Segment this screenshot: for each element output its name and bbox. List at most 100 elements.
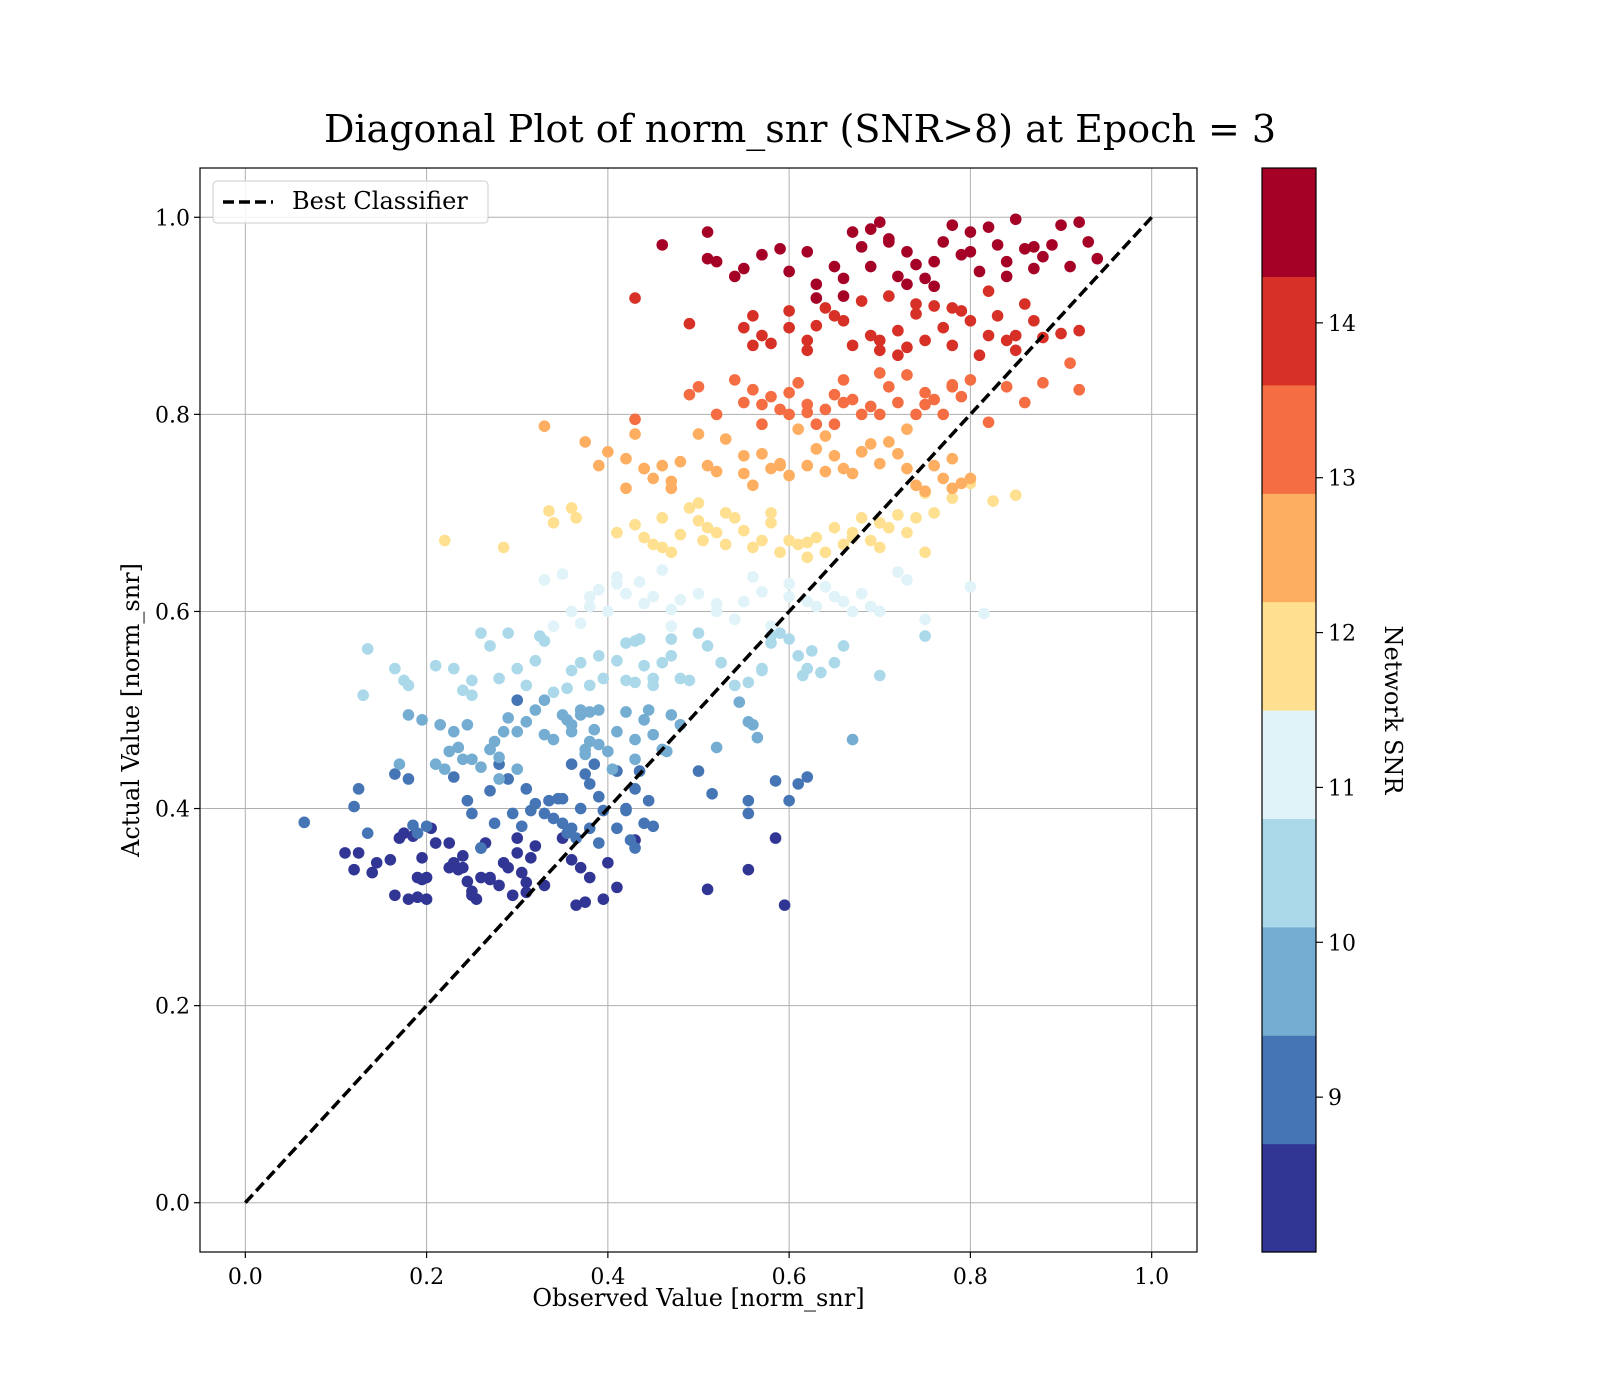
colorbar-band (1262, 168, 1316, 277)
colorbar-band (1262, 818, 1316, 928)
data-point (638, 462, 650, 475)
data-point (593, 704, 605, 716)
data-point (742, 863, 755, 876)
data-point (484, 743, 496, 756)
y-tick-label: 0.4 (155, 798, 190, 823)
data-point (357, 689, 369, 702)
data-point (402, 773, 415, 785)
data-point (937, 236, 950, 248)
colorbar-tick-label: 12 (1328, 622, 1356, 647)
data-point (398, 827, 410, 839)
data-point (928, 393, 940, 406)
data-point (488, 817, 501, 830)
data-point (620, 637, 632, 649)
data-point (964, 226, 977, 238)
data-point (574, 802, 587, 815)
data-point (1000, 255, 1013, 268)
data-point (642, 794, 655, 807)
data-point (656, 512, 669, 524)
data-point (597, 893, 610, 906)
data-point (674, 672, 687, 685)
plot-frame (199, 167, 1198, 1253)
y-tick-label: 0.8 (155, 403, 190, 428)
data-point (883, 436, 895, 448)
data-point (1018, 298, 1031, 310)
data-point (1009, 344, 1022, 357)
x-tick-label: 0.8 (953, 1265, 988, 1290)
data-point (692, 765, 705, 777)
data-point (538, 420, 551, 432)
data-point (389, 662, 401, 675)
data-point (556, 817, 569, 830)
data-point (783, 794, 795, 807)
data-point (864, 438, 877, 450)
data-point (1028, 262, 1040, 275)
data-point (828, 260, 841, 273)
data-point (987, 495, 999, 507)
data-point (593, 738, 605, 751)
data-point (502, 773, 514, 785)
data-point (837, 272, 850, 285)
data-point (1037, 377, 1049, 389)
data-point (538, 694, 551, 706)
data-point (629, 635, 641, 647)
data-point (774, 243, 786, 255)
data-point (620, 452, 632, 465)
data-point (1073, 216, 1085, 228)
data-point (593, 459, 605, 472)
data-point (656, 541, 669, 554)
data-point (298, 816, 311, 829)
data-point (692, 380, 705, 393)
data-point (747, 339, 759, 352)
data-point (416, 714, 428, 726)
data-point (629, 733, 641, 746)
data-point (629, 518, 641, 531)
data-point (873, 516, 886, 529)
data-point (783, 305, 795, 317)
data-point (883, 233, 895, 245)
data-point (606, 763, 619, 775)
data-point (352, 847, 365, 859)
data-point (593, 650, 605, 662)
data-point (738, 262, 750, 275)
data-point (665, 650, 678, 662)
data-point (574, 656, 587, 669)
data-point (765, 516, 777, 529)
data-point (665, 475, 678, 488)
data-point (710, 255, 723, 268)
data-point (389, 768, 401, 780)
axis-ticks: 0.0 0.2 0.4 0.6 0.8 1.0 0.0 0.2 0.4 0.6 0.8 1.0 (155, 206, 1169, 1290)
data-point (1028, 241, 1040, 253)
x-tick-label: 0.6 (772, 1265, 807, 1290)
data-point (497, 725, 510, 738)
data-point (810, 418, 823, 431)
data-point (819, 403, 832, 416)
data-point (910, 408, 922, 421)
data-point (402, 709, 415, 721)
data-point (756, 534, 768, 547)
data-point (801, 245, 814, 258)
data-point (801, 459, 814, 472)
data-point (1064, 260, 1076, 273)
data-point (892, 566, 904, 578)
data-point (955, 248, 968, 261)
data-point (733, 696, 746, 708)
data-point (647, 679, 659, 692)
data-point (579, 748, 592, 761)
data-point (574, 709, 587, 721)
data-point (742, 807, 755, 820)
data-point (339, 847, 351, 859)
data-point (565, 502, 578, 514)
data-point (728, 613, 741, 626)
data-point (837, 290, 850, 302)
data-point (565, 853, 578, 866)
data-point (597, 672, 610, 685)
data-point (447, 662, 460, 675)
data-point (438, 763, 451, 775)
data-point (837, 396, 850, 409)
data-point (438, 534, 451, 547)
data-point (570, 832, 582, 844)
data-point (511, 662, 524, 675)
data-point (475, 842, 487, 854)
